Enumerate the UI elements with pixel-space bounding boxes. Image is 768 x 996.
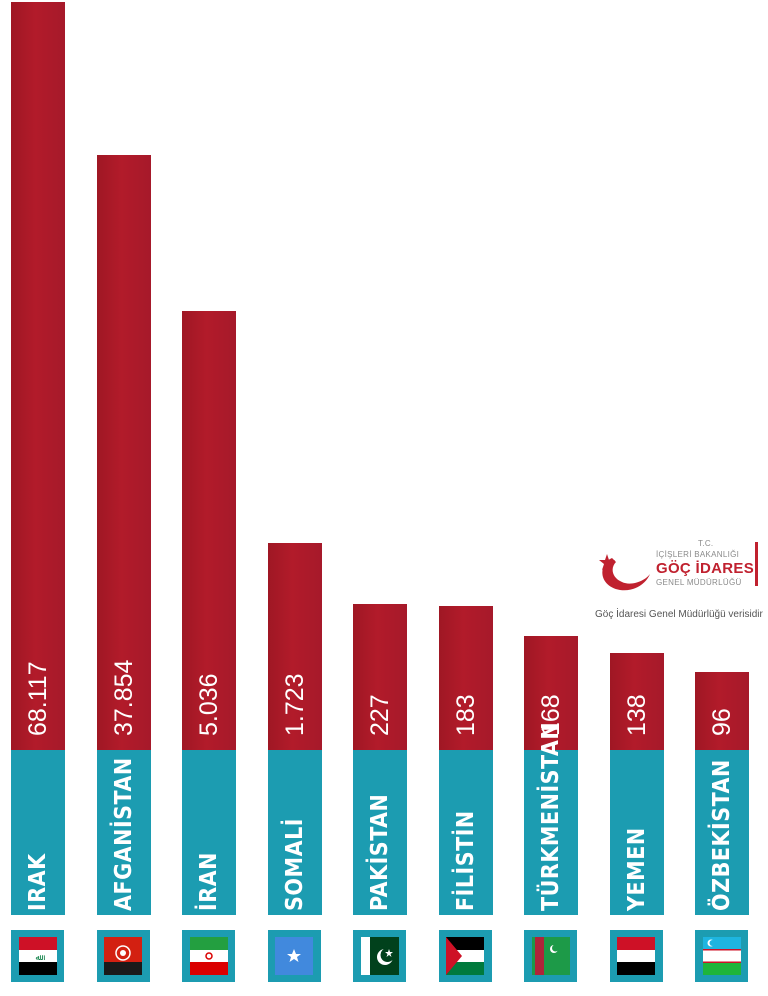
bar-value-label: 138	[622, 694, 651, 736]
bar-category-block	[695, 750, 749, 915]
bar-value-8	[695, 672, 749, 750]
bar-category-block	[353, 750, 407, 915]
source-note: Göç İdaresi Genel Müdürlüğü verisidir	[595, 609, 763, 620]
bar-category-label: AFGANİSTAN	[110, 757, 137, 911]
somalia-flag-icon	[275, 937, 313, 975]
bar-category-label: TÜRKMENİSTAN	[538, 721, 564, 911]
bar-category-label: FİLİSTİN	[452, 810, 479, 911]
bar-value-label: 68.117	[24, 661, 52, 736]
flag-tile: ﷲ	[11, 930, 64, 982]
logo-line-tc: T.C.	[698, 539, 714, 548]
flag-tile	[267, 930, 321, 982]
bar-category-block	[96, 750, 151, 915]
bar-category-label: SOMALİ	[281, 818, 308, 911]
flag-tile	[524, 930, 577, 982]
logo-block: T.C. İÇİŞLERİ BAKANLIĞI GÖÇ İDARESİ GENE…	[594, 538, 768, 628]
flag-tile	[182, 930, 235, 982]
flag-tile	[353, 930, 406, 982]
logo-line-goc: GÖÇ İDARESİ	[656, 560, 759, 577]
bar-value-label: 1.723	[280, 673, 309, 736]
turkmenistan-flag-icon	[531, 937, 570, 975]
bar-value-2	[182, 311, 236, 750]
iraq-flag-icon: ﷲ	[18, 937, 57, 975]
bar-category-label: PAKİSTAN	[367, 793, 393, 911]
flag-tile	[96, 930, 150, 982]
bar-value-7	[609, 653, 664, 750]
bar-category-label: ÖZBEKİSTAN	[709, 759, 735, 911]
uzbekistan-flag-icon	[702, 937, 741, 975]
pakistan-flag-icon	[360, 937, 399, 975]
bar-value-label: 227	[366, 694, 394, 736]
afghanistan-flag-icon	[104, 937, 142, 975]
bar-value-label: 37.854	[109, 659, 138, 736]
bar-category-block	[609, 750, 664, 915]
bar-category-block	[524, 750, 578, 915]
bar-value-6	[524, 636, 578, 750]
flag-tile	[609, 930, 663, 982]
bar-category-label: YEMEN	[623, 827, 650, 911]
bar-value-4	[353, 604, 407, 750]
yemen-flag-icon	[617, 937, 655, 975]
crescent-star-logo-icon	[599, 554, 650, 591]
logo-divider	[755, 542, 758, 586]
flag-tile	[695, 930, 748, 982]
palestine-flag-icon	[446, 937, 484, 975]
bar-value-label: 183	[451, 694, 480, 736]
logo-line-ministry: İÇİŞLERİ BAKANLIĞI	[656, 550, 740, 559]
bar-value-5	[438, 606, 493, 750]
bar-category-label: IRAK	[25, 853, 51, 911]
bar-category-block	[267, 750, 322, 915]
iran-flag-icon	[189, 937, 228, 975]
bar-category-block	[438, 750, 493, 915]
bar-value-0	[11, 2, 65, 750]
bar-value-3	[267, 543, 322, 750]
flag-tile	[438, 930, 492, 982]
bar-value-label: 5.036	[195, 673, 223, 736]
bar-value-label: 96	[708, 708, 736, 736]
bar-category-block	[11, 750, 65, 915]
bar-category-label: İRAN	[196, 852, 222, 911]
logo-line-directorate: GENEL MÜDÜRLÜĞÜ	[656, 578, 742, 587]
bar-value-1	[96, 155, 151, 750]
bar-category-block	[182, 750, 236, 915]
